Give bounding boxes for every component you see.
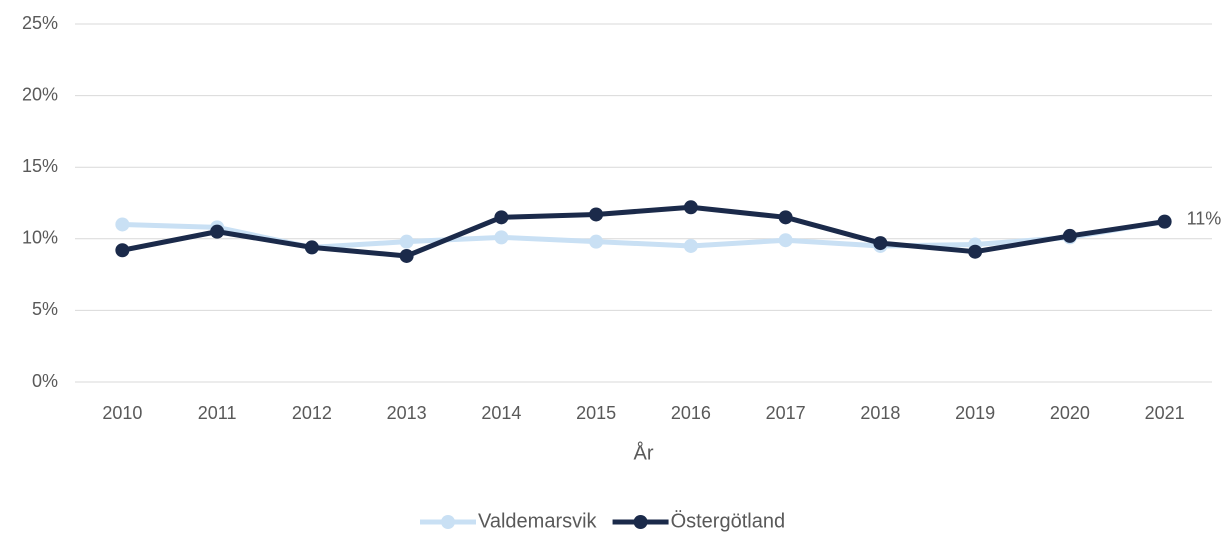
y-tick-label: 20%	[22, 84, 58, 104]
marker	[304, 240, 319, 255]
marker	[1157, 214, 1172, 229]
marker	[1062, 228, 1077, 243]
x-tick-label: 2013	[387, 403, 427, 423]
marker	[778, 210, 793, 225]
legend-label: Valdemarsvik	[478, 510, 598, 532]
marker	[210, 224, 225, 239]
x-tick-label: 2010	[102, 403, 142, 423]
marker	[778, 233, 793, 248]
x-tick-label: 2019	[955, 403, 995, 423]
y-tick-label: 0%	[32, 371, 58, 391]
marker	[115, 243, 130, 258]
x-tick-label: 2017	[766, 403, 806, 423]
y-tick-label: 25%	[22, 13, 58, 33]
marker	[589, 234, 604, 249]
x-tick-label: 2016	[671, 403, 711, 423]
y-tick-label: 10%	[22, 228, 58, 248]
marker	[399, 248, 414, 263]
y-tick-label: 5%	[32, 299, 58, 319]
marker	[968, 244, 983, 259]
marker	[115, 217, 130, 232]
marker	[873, 236, 888, 251]
legend-marker	[441, 515, 455, 529]
x-tick-label: 2014	[481, 403, 521, 423]
y-tick-label: 15%	[22, 156, 58, 176]
marker	[399, 234, 414, 249]
x-tick-label: 2018	[860, 403, 900, 423]
marker	[494, 210, 509, 225]
x-tick-label: 2011	[198, 403, 237, 423]
data-label: 11%	[1187, 208, 1222, 228]
legend-label: Östergötland	[671, 510, 786, 532]
x-tick-label: 2015	[576, 403, 616, 423]
x-tick-label: 2020	[1050, 403, 1090, 423]
marker	[494, 230, 509, 245]
marker	[683, 200, 698, 215]
legend-marker	[633, 515, 648, 529]
x-tick-label: 2021	[1145, 403, 1185, 423]
x-tick-label: 2012	[292, 403, 332, 423]
x-axis-label: År	[634, 441, 654, 464]
marker	[589, 207, 604, 222]
marker	[683, 238, 698, 253]
series-line	[121, 204, 1166, 259]
